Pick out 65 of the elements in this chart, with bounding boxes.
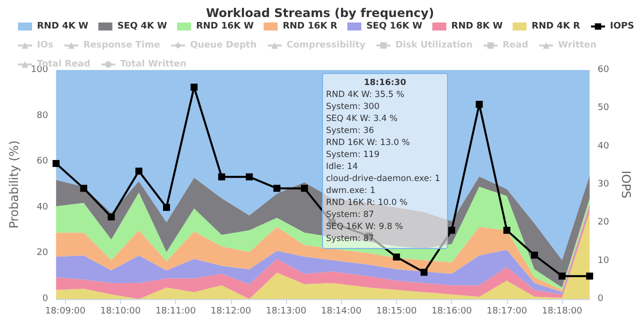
legend-label: RND 4K R bbox=[532, 22, 580, 32]
annotation: SEQ 4K W: 3.4 % bbox=[326, 113, 399, 125]
chart-title: Workload Streams (by frequency) bbox=[206, 6, 434, 20]
y2-tick-label: 10 bbox=[598, 256, 610, 266]
annotation: System: 87 bbox=[326, 233, 376, 245]
annotation: RND 16K R: 10.0 % bbox=[326, 197, 409, 209]
legend-label: RND 16K W bbox=[196, 22, 254, 32]
y2-tick-label: 60 bbox=[598, 65, 610, 75]
point bbox=[300, 184, 308, 192]
point bbox=[80, 184, 88, 192]
x-tick-label: 18:16:00 bbox=[431, 306, 472, 316]
legend-label: SEQ 16K W bbox=[366, 22, 422, 32]
annotation: RND 16K W: 13.0 % bbox=[326, 137, 411, 149]
x-tick-label: 18:14:00 bbox=[321, 306, 362, 316]
point bbox=[135, 168, 142, 175]
point bbox=[190, 84, 198, 91]
y2-axis-title: IOPS bbox=[619, 170, 633, 198]
point bbox=[108, 213, 115, 220]
point bbox=[218, 173, 226, 180]
annotation: RND 4K W: 35.5 % bbox=[326, 89, 406, 101]
legend-label: SEQ 4K W bbox=[117, 22, 168, 32]
y-tick-label: 0 bbox=[42, 294, 48, 304]
annotation: System: 119 bbox=[326, 149, 380, 161]
point bbox=[420, 268, 428, 276]
point bbox=[162, 204, 170, 211]
y2-tick-label: 0 bbox=[598, 294, 604, 304]
y2-tick-label: 40 bbox=[598, 141, 610, 152]
annotation: Idle: 14 bbox=[326, 161, 359, 173]
y2-tick-label: 20 bbox=[598, 218, 610, 228]
x-tick-label: 18:11:00 bbox=[155, 306, 196, 316]
point bbox=[52, 160, 60, 168]
legend-label: IOPS bbox=[610, 22, 634, 32]
y2-tick-label: 50 bbox=[598, 103, 610, 114]
point bbox=[558, 272, 566, 280]
point bbox=[476, 100, 483, 108]
y-tick-label: 60 bbox=[36, 156, 48, 167]
annotation: cloud-drive-daemon.exe: 1 bbox=[326, 173, 442, 185]
point bbox=[448, 226, 456, 234]
x-tick-label: 18:10:00 bbox=[100, 306, 141, 316]
annotation: System: 300 bbox=[326, 101, 380, 113]
x-tick-label: 18:18:00 bbox=[542, 306, 583, 316]
legend-label: RND 4K W bbox=[37, 22, 88, 32]
annotation: System: 36 bbox=[326, 125, 376, 137]
x-tick-label: 18:15:00 bbox=[376, 306, 417, 316]
annotation: System: 87 bbox=[326, 209, 376, 221]
point bbox=[273, 184, 280, 192]
legend-label: RND 8K W bbox=[451, 22, 503, 32]
y2-tick-label: 30 bbox=[598, 180, 610, 190]
point bbox=[530, 252, 538, 259]
point bbox=[246, 173, 253, 180]
point bbox=[503, 226, 510, 234]
legend-label: RND 16K R bbox=[282, 22, 338, 32]
annotation: dwm.exe: 1 bbox=[326, 185, 376, 197]
y-tick-label: 40 bbox=[36, 202, 48, 212]
x-tick-label: 18:09:00 bbox=[45, 306, 86, 316]
y-axis-title: Probability (%) bbox=[7, 140, 21, 229]
x-tick-label: 18:17:00 bbox=[486, 306, 528, 316]
x-tick-label: 18:12:00 bbox=[210, 306, 252, 316]
point bbox=[586, 272, 594, 280]
x-tick-label: 18:13:00 bbox=[266, 306, 307, 316]
annotation: 18:16:30 bbox=[362, 77, 408, 89]
annotation: SEQ 16K W: 9.8 % bbox=[326, 221, 404, 233]
point bbox=[392, 254, 400, 261]
y-tick-label: 20 bbox=[36, 248, 48, 258]
y-tick-label: 80 bbox=[36, 110, 48, 121]
